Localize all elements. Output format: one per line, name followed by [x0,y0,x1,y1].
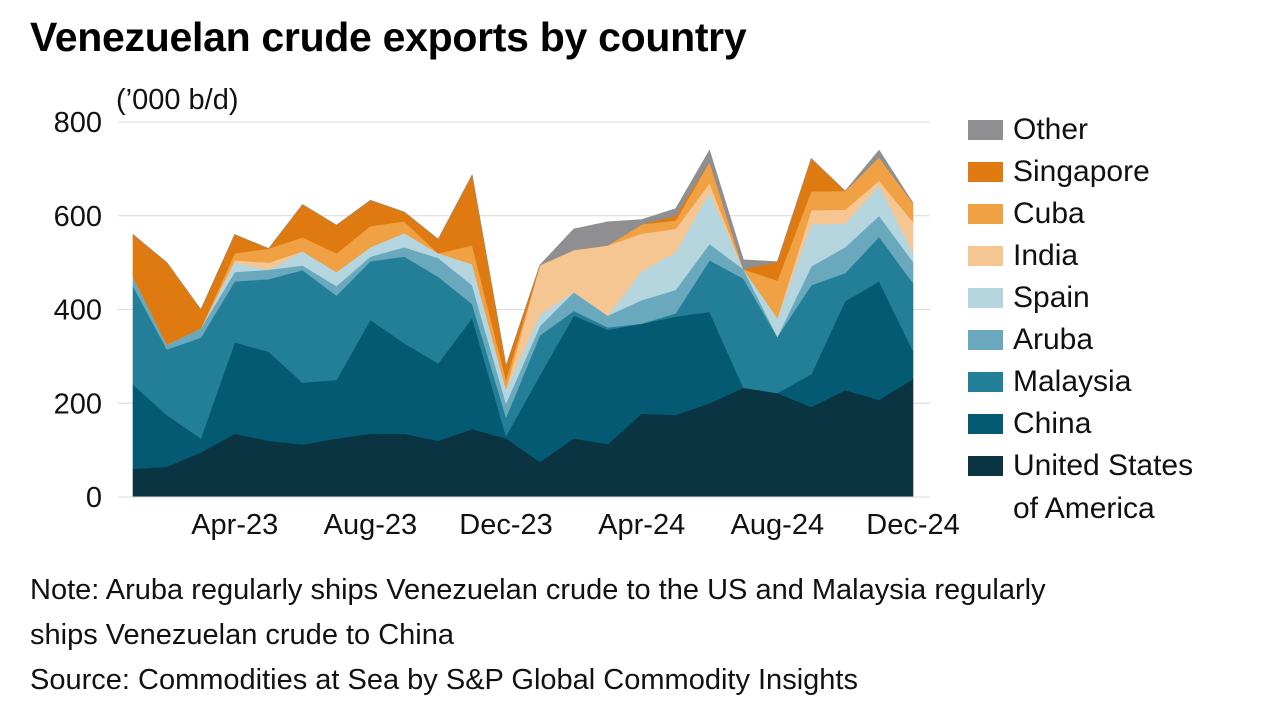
legend-label-other: Other [1013,113,1089,146]
source-line: Source: Commodities at Sea by S&P Global… [30,664,858,696]
x-tick-label: Dec-24 [866,509,960,541]
legend-swatch-china [968,414,1003,434]
legend-swatch-spain [968,288,1003,308]
legend-item-united-states: United States of America [968,444,1193,530]
legend-item-india: India [968,234,1078,277]
legend-swatch-united-states [968,456,1003,476]
legend-swatch-singapore [968,162,1003,182]
x-tick-label: Dec-23 [459,509,553,541]
legend-swatch-aruba [968,330,1003,350]
note-line-1: Note: Aruba regularly ships Venezuelan c… [30,574,1046,606]
legend-label-spain: Spain [1013,281,1090,314]
legend-swatch-other [968,120,1003,140]
series-areas [132,149,914,498]
legend-swatch-india [968,246,1003,266]
legend-label-malaysia: Malaysia [1013,365,1132,398]
y-tick-label: 0 [86,482,102,514]
legend-swatch-malaysia [968,372,1003,392]
legend-item-malaysia: Malaysia [968,360,1131,403]
legend-label-united-states-line2: of America [1013,492,1155,525]
legend-item-china: China [968,402,1091,445]
legend-item-aruba: Aruba [968,318,1093,361]
legend-item-other: Other [968,108,1088,151]
legend-item-spain: Spain [968,276,1090,319]
x-tick-label: Apr-24 [598,509,685,541]
y-tick-label: 600 [54,201,102,233]
legend-label-china: China [1013,407,1092,440]
legend-swatch-cuba [968,204,1003,224]
chart-footnotes: Note: Aruba regularly ships Venezuelan c… [30,568,1046,703]
x-tick-label: Aug-23 [324,509,418,541]
legend-item-cuba: Cuba [968,192,1085,235]
axes: 0 200 400 600 800 Apr-23 Aug-23 Dec-23 Apr-24 Aug… [54,107,960,541]
x-tick-label: Apr-23 [191,509,278,541]
y-tick-label: 400 [54,295,102,327]
legend-item-singapore: Singapore [968,150,1150,193]
y-tick-label: 800 [54,107,102,139]
note-line-2: ships Venezuelan crude to China [30,619,455,651]
chart-title: Venezuelan crude exports by country [30,14,747,60]
y-axis-unit-label: (’000 b/d) [116,84,239,116]
x-tick-label: Aug-24 [731,509,825,541]
legend-label-cuba: Cuba [1013,197,1085,230]
legend-label-united-states: United States [1013,449,1194,482]
area-series-other [132,149,914,366]
legend-label-aruba: Aruba [1013,323,1094,356]
legend-label-singapore: Singapore [1013,155,1150,188]
y-tick-label: 200 [54,388,102,420]
legend-label-india: India [1013,239,1079,272]
stacked-area-chart: 0 200 400 600 800 Apr-23 Aug-23 Dec-23 Apr-24 Aug… [54,107,960,541]
